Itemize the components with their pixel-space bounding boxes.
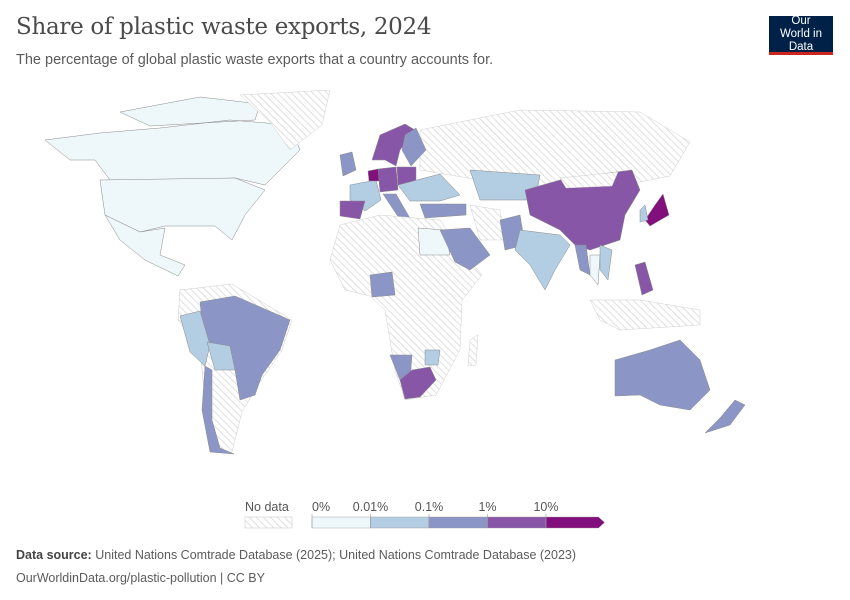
country-finland[interactable] [401, 127, 427, 167]
chart-title: Share of plastic waste exports, 2024 [16, 14, 432, 40]
legend-bin-0[interactable] [311, 516, 371, 529]
source-label: Data source: [16, 548, 92, 562]
legend-tick-label: 1% [478, 500, 496, 514]
legend-bin-4[interactable] [545, 516, 605, 529]
country-nigeria[interactable] [369, 271, 396, 298]
legend-no-data-label: No data [245, 500, 289, 514]
country-australia[interactable] [614, 339, 711, 411]
country-germany[interactable] [377, 166, 399, 193]
chart-subtitle: The percentage of global plastic waste e… [16, 52, 494, 68]
country-turkey[interactable] [419, 203, 467, 219]
legend-bin-3[interactable] [487, 516, 547, 529]
country-india[interactable] [514, 229, 571, 291]
country-saudi-arabia[interactable] [439, 227, 491, 271]
country-spain[interactable] [339, 200, 366, 220]
country-mexico[interactable] [104, 214, 186, 277]
legend-no-data-swatch [244, 516, 293, 529]
country-bolivia[interactable] [206, 341, 236, 371]
country-canada[interactable] [44, 96, 301, 186]
owid-logo[interactable]: Our World in Data [769, 14, 833, 55]
legend-tick-label: 0.01% [353, 500, 388, 514]
country-mongolia[interactable] [559, 171, 619, 189]
country-new-zealand[interactable] [704, 399, 746, 434]
country-eastern-europe[interactable] [397, 173, 461, 202]
country-russia[interactable] [419, 109, 691, 191]
legend-tick-label: 10% [533, 500, 558, 514]
legend-bin-2[interactable] [428, 516, 488, 529]
country-zimbabwe[interactable] [424, 349, 441, 366]
country-south-africa[interactable] [399, 366, 437, 400]
country-indonesia[interactable] [589, 299, 701, 331]
country-thailand[interactable] [589, 254, 601, 286]
source-text: United Nations Comtrade Database (2025);… [95, 548, 577, 562]
country-japan[interactable] [644, 193, 670, 227]
country-vietnam[interactable] [599, 244, 613, 281]
country-chile[interactable] [201, 365, 235, 455]
world-map [44, 90, 746, 455]
legend-bin-1[interactable] [370, 516, 430, 529]
url-license[interactable]: OurWorldinData.org/plastic-pollution | C… [16, 571, 265, 585]
country-united-kingdom[interactable] [339, 151, 357, 177]
data-source: Data source: United Nations Comtrade Dat… [16, 548, 576, 562]
country-philippines[interactable] [634, 261, 654, 296]
legend-tick-label: 0% [312, 500, 330, 514]
legend-tick-label: 0.1% [415, 500, 444, 514]
country-greenland[interactable] [239, 90, 331, 151]
logo-text: Our World in Data [780, 14, 822, 53]
country-south-korea[interactable] [639, 204, 649, 223]
country-peru[interactable] [179, 310, 211, 367]
